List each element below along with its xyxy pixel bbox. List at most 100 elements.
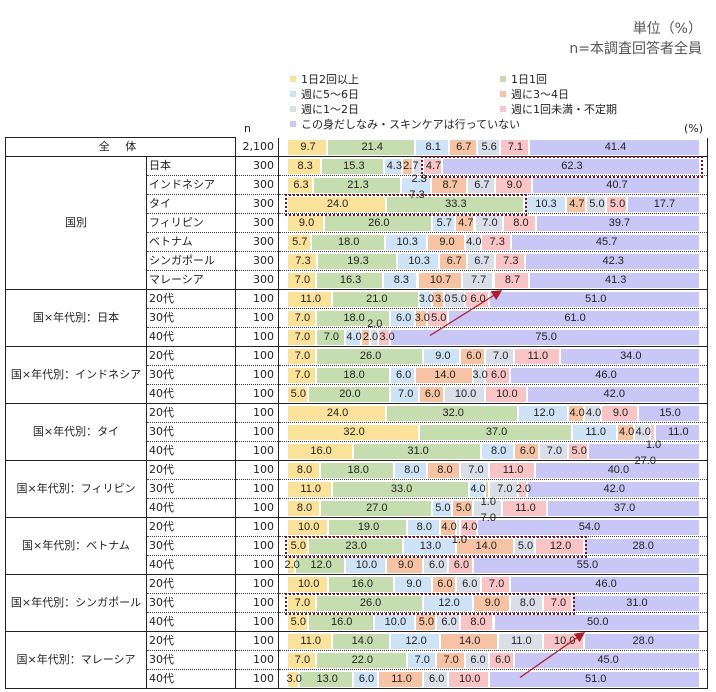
bar-segment bbox=[607, 197, 628, 212]
row-n: 100 bbox=[235, 498, 279, 518]
bar-segment bbox=[391, 387, 421, 402]
data-label: 40.7 bbox=[606, 179, 628, 191]
bar-segment bbox=[288, 425, 421, 440]
row-label: マレーシア bbox=[146, 270, 236, 290]
data-label: 21.4 bbox=[361, 140, 383, 153]
data-label: 10.7 bbox=[429, 274, 452, 286]
bar-segment bbox=[530, 273, 701, 288]
stacked-bar: 9.0 26.0 5.7 4.7 7.0 8.0 39.7 bbox=[288, 216, 702, 231]
bar-segment bbox=[537, 216, 702, 231]
bar-segment bbox=[329, 577, 396, 592]
bar-segment bbox=[618, 425, 635, 440]
row-n: 100 bbox=[235, 612, 279, 632]
stacked-bar: 7.0 26.0 12.0 9.0 8.0 7.0 31.0 bbox=[285, 593, 701, 615]
bar-segment bbox=[453, 501, 474, 516]
data-label: 46.0 bbox=[595, 369, 617, 381]
table-row: 40代 100 5.0 16.0 10.0 5.0 6.0 8.0 50.0 bbox=[6, 612, 708, 632]
stacked-bar: 10.0 19.0 8.0 4.0 1.0 4.0 54.0 bbox=[288, 520, 701, 546]
bar-segment bbox=[385, 235, 429, 250]
legend-swatch bbox=[500, 106, 506, 112]
data-label: 39.7 bbox=[608, 217, 631, 229]
bar-segment bbox=[420, 387, 445, 402]
row-n: 300 bbox=[235, 232, 279, 252]
row-n: 100 bbox=[235, 650, 279, 670]
data-label: 7.7 bbox=[470, 274, 487, 286]
data-label: 16.3 bbox=[339, 274, 362, 286]
row-label: 日本 bbox=[146, 156, 236, 176]
bar-segment bbox=[354, 672, 379, 687]
bar-cell: 3.0 13.0 6.0 11.0 6.0 10.0 51.0 bbox=[278, 669, 708, 689]
data-label: 13.0 bbox=[316, 673, 338, 685]
row-n: 100 bbox=[235, 593, 279, 613]
legend-label: 週に3～4日 bbox=[511, 88, 569, 101]
stacked-bar: 11.0 21.0 3.0 3.0 5.0 6.0 51.0 bbox=[288, 292, 701, 307]
data-label: 4.0 bbox=[346, 331, 362, 343]
bar-segment bbox=[288, 311, 317, 326]
stacked-bar: 2.0 12.0 10.0 9.0 6.0 6.0 55.0 bbox=[284, 558, 701, 573]
bar-segment bbox=[477, 139, 501, 155]
data-label: 7.0 bbox=[294, 597, 311, 609]
data-label: 4.7 bbox=[425, 160, 442, 172]
data-label: 13.0 bbox=[419, 540, 442, 552]
row-label: ベトナム bbox=[146, 232, 236, 252]
bar-segment bbox=[321, 501, 433, 516]
table-row: 国×年代別：タイ 20代 100 24.0 32.0 12.0 4.0 4.0 9.0 15.0 bbox=[5, 403, 708, 461]
bar-segment bbox=[515, 349, 561, 364]
bar-segment bbox=[288, 159, 323, 174]
data-label: 5.0 bbox=[451, 293, 467, 305]
bar-segment bbox=[462, 273, 495, 288]
data-label: 19.3 bbox=[347, 255, 369, 267]
data-label: 3.0 bbox=[435, 293, 451, 305]
row-n: 100 bbox=[235, 517, 279, 537]
bar-segment bbox=[535, 539, 586, 554]
bar-segment bbox=[288, 406, 388, 421]
bar-segment bbox=[328, 139, 417, 155]
table-row: 国×年代別：シンガポール 20代 100 10.0 16.0 9.0 6.0 6.0 7.0 46… bbox=[5, 574, 708, 632]
data-label: 16.0 bbox=[330, 616, 353, 628]
data-label: 5.0 bbox=[609, 198, 626, 210]
bar-segment bbox=[300, 672, 355, 687]
bar-segment bbox=[432, 577, 458, 592]
data-label: 8.3 bbox=[297, 160, 313, 172]
data-label: 19.0 bbox=[357, 521, 380, 533]
data-label: 5.7 bbox=[436, 217, 452, 229]
bar-segment bbox=[495, 254, 526, 269]
data-label: 15.0 bbox=[659, 407, 681, 419]
bar-segment bbox=[423, 159, 444, 174]
bar-segment bbox=[651, 425, 656, 440]
bar-segment bbox=[395, 463, 429, 478]
legend-swatch bbox=[290, 121, 296, 127]
bar-cell: 5.0 16.0 10.0 5.0 6.0 8.0 50.0 bbox=[278, 612, 708, 632]
bar-segment bbox=[482, 444, 516, 459]
row-n: 100 bbox=[235, 403, 279, 423]
bar-cell: 5.0 20.0 7.0 6.0 10.0 10.0 42.0 bbox=[278, 384, 708, 404]
data-label: 6.7 bbox=[474, 179, 490, 191]
row-n: 300 bbox=[235, 156, 279, 176]
bar-segment bbox=[288, 577, 330, 592]
data-label: 15.3 bbox=[343, 160, 365, 172]
bar-segment bbox=[420, 425, 573, 440]
bar-segment bbox=[490, 653, 516, 668]
bar-segment bbox=[288, 482, 334, 497]
data-label: 7.0 bbox=[294, 274, 311, 286]
data-label: 8.0 bbox=[490, 445, 507, 457]
bar-segment bbox=[403, 539, 458, 554]
table-row: 国×年代別：インドネシア 20代 100 7.0 26.0 9.0 6.0 7.0 11.0 34… bbox=[5, 346, 708, 404]
data-label: 21.3 bbox=[347, 179, 369, 191]
bar-cell: 24.0 33.3 10.3 4.7 5.0 5.0 17.7 bbox=[278, 194, 708, 216]
bar-segment bbox=[288, 292, 334, 307]
data-label: 3.0 bbox=[472, 369, 488, 381]
row-n: 100 bbox=[235, 536, 279, 556]
data-label: 9.0 bbox=[506, 179, 522, 191]
bar-segment bbox=[424, 349, 462, 364]
bar-segment bbox=[288, 501, 322, 516]
bar-segment bbox=[465, 235, 483, 250]
bar-segment bbox=[391, 368, 417, 383]
bar-segment bbox=[288, 254, 319, 269]
n-header: n bbox=[244, 122, 251, 135]
bar-cell: 10.0 16.0 9.0 6.0 6.0 7.0 46.0 bbox=[278, 574, 708, 594]
table-row: 30代 100 11.0 33.0 4.0 1.0 7.0 2.0 42.0 bbox=[6, 479, 708, 508]
bar-segment bbox=[655, 425, 701, 440]
bar-segment bbox=[436, 615, 462, 630]
bar-segment bbox=[634, 425, 652, 440]
